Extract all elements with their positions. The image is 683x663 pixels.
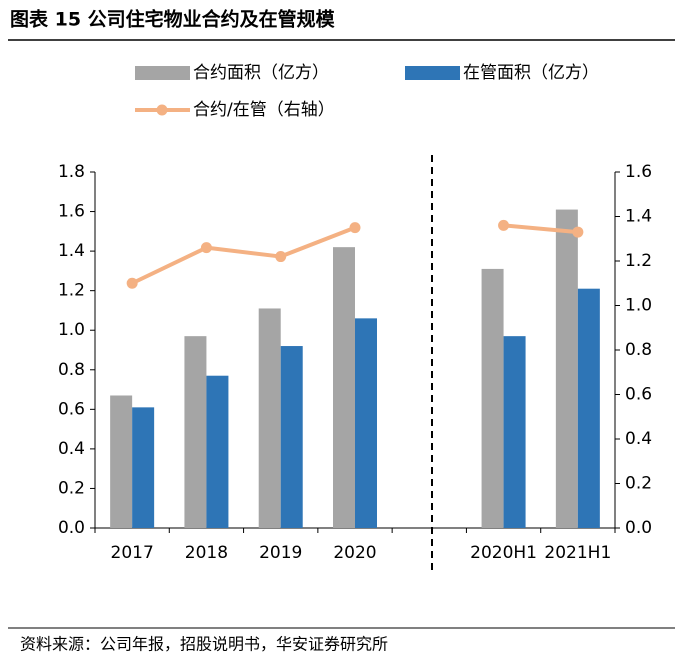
bar — [333, 247, 355, 528]
y2-tick-label: 1.2 — [625, 251, 652, 271]
legend-swatch — [405, 66, 460, 80]
y2-tick-label: 0.6 — [625, 385, 652, 405]
bar — [110, 395, 133, 528]
y-tick-label: 1.0 — [58, 320, 85, 340]
legend-swatch — [156, 104, 168, 116]
x-tick-label: 2018 — [185, 543, 228, 563]
line-point — [498, 219, 510, 231]
bar — [503, 336, 526, 528]
y-tick-label: 1.8 — [58, 162, 85, 182]
bar — [280, 346, 303, 528]
y2-tick-label: 0.0 — [625, 518, 652, 538]
y-tick-label: 0.0 — [58, 518, 85, 538]
legend-label: 在管面积（亿方） — [463, 63, 599, 83]
line-point — [126, 277, 138, 289]
bar — [184, 336, 207, 528]
bar — [481, 268, 504, 528]
y2-tick-label: 0.4 — [625, 429, 652, 449]
bar — [132, 407, 155, 528]
legend-swatch — [135, 66, 190, 80]
bar — [577, 288, 600, 528]
y-tick-label: 1.6 — [58, 202, 85, 222]
bar — [206, 375, 229, 528]
source: 资料来源：公司年报，招股说明书，华安证券研究所 — [20, 635, 388, 654]
x-tick-label: 2017 — [111, 543, 154, 563]
x-tick-label: 2020H1 — [470, 543, 537, 563]
y2-tick-label: 1.4 — [625, 207, 652, 227]
line — [131, 223, 579, 286]
y2-tick-label: 1.6 — [625, 162, 652, 182]
line-point — [200, 242, 212, 254]
x-tick-label: 2020 — [333, 543, 376, 563]
bar — [555, 209, 578, 529]
line-point — [349, 222, 361, 234]
y-tick-label: 0.2 — [58, 478, 85, 498]
y2-tick-label: 1.0 — [625, 296, 652, 316]
chart-title: 图表 15 公司住宅物业合约及在管规模 — [10, 8, 336, 31]
line-point — [275, 251, 287, 263]
x-tick-label: 2021H1 — [544, 543, 611, 563]
y-tick-label: 0.4 — [58, 439, 85, 459]
y2-tick-label: 0.2 — [625, 474, 652, 494]
line-point — [572, 226, 584, 238]
y-tick-label: 1.2 — [58, 281, 85, 301]
legend-label: 合约面积（亿方） — [193, 63, 329, 83]
bar — [258, 308, 281, 528]
legend-label: 合约/在管（右轴） — [193, 100, 335, 120]
y2-tick-label: 0.8 — [625, 340, 652, 360]
y-tick-label: 1.4 — [58, 241, 85, 261]
x-tick-label: 2019 — [259, 543, 302, 563]
y-tick-label: 0.6 — [58, 399, 85, 419]
y-tick-label: 0.8 — [58, 360, 85, 380]
bar — [355, 318, 377, 528]
